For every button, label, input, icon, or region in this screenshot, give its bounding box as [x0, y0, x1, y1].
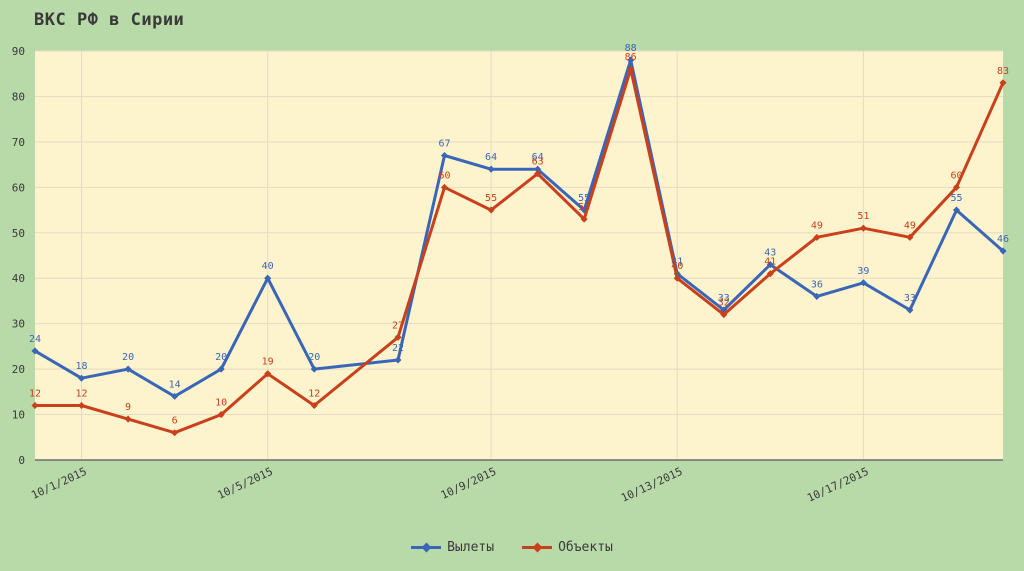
- x-tick-label: 10/17/2015: [805, 465, 871, 505]
- data-point: [31, 347, 39, 355]
- data-label: 51: [857, 211, 869, 222]
- chart-title: ВКС РФ в Сирии: [34, 10, 185, 30]
- data-label: 49: [811, 220, 823, 231]
- data-point: [217, 411, 225, 419]
- data-label: 33: [718, 293, 730, 304]
- data-label: 41: [764, 257, 776, 268]
- data-label: 55: [485, 193, 497, 204]
- data-label: 41: [671, 257, 683, 268]
- legend-swatch-vylety: [411, 542, 442, 553]
- data-label: 83: [997, 66, 1009, 77]
- data-label: 64: [532, 152, 544, 163]
- data-point: [906, 306, 914, 314]
- data-label: 6: [172, 416, 178, 427]
- data-label: 40: [262, 261, 274, 272]
- data-point: [394, 356, 402, 364]
- data-point: [813, 233, 821, 241]
- data-point: [440, 183, 449, 191]
- data-label: 60: [439, 170, 451, 181]
- y-tick-label: 70: [12, 136, 25, 149]
- data-point: [440, 152, 449, 160]
- y-tick-label: 90: [12, 45, 25, 58]
- data-label: 67: [439, 139, 451, 150]
- data-point: [766, 261, 774, 269]
- y-tick-label: 10: [12, 409, 25, 422]
- data-point: [31, 401, 39, 410]
- data-point: [487, 165, 495, 173]
- data-label: 36: [811, 279, 823, 290]
- y-tick-label: 50: [12, 227, 25, 240]
- data-label: 24: [29, 334, 41, 345]
- data-label: 86: [625, 52, 637, 63]
- data-label: 63: [532, 157, 544, 168]
- data-label: 55: [950, 193, 962, 204]
- data-point: [310, 401, 318, 410]
- data-label: 12: [76, 388, 88, 399]
- y-tick-label: 0: [18, 454, 25, 467]
- data-point: [264, 274, 272, 282]
- data-label: 20: [308, 352, 320, 363]
- data-point: [673, 274, 681, 282]
- data-point: [264, 370, 272, 378]
- data-label: 49: [904, 220, 916, 231]
- plot-area: [35, 51, 1003, 460]
- data-label: 60: [950, 170, 962, 181]
- data-label: 19: [262, 357, 274, 368]
- y-tick-label: 20: [12, 363, 25, 376]
- legend-label-vylety: Вылеты: [447, 540, 495, 555]
- data-point: [766, 270, 774, 278]
- legend-item-obekty[interactable]: Объекты: [522, 540, 613, 555]
- data-label: 18: [76, 361, 88, 372]
- data-label: 33: [904, 293, 916, 304]
- data-point: [78, 401, 86, 410]
- data-label: 64: [485, 152, 497, 163]
- data-point: [124, 415, 132, 423]
- y-tick-label: 40: [12, 272, 25, 285]
- data-point: [394, 333, 402, 341]
- legend-item-vylety[interactable]: Вылеты: [411, 540, 494, 555]
- y-tick-label: 30: [12, 318, 25, 331]
- y-tick-label: 60: [12, 181, 25, 194]
- x-tick-label: 10/9/2015: [439, 465, 499, 502]
- data-point: [720, 311, 728, 319]
- legend-swatch-obekty: [522, 542, 553, 553]
- x-tick-label: 10/13/2015: [619, 465, 685, 505]
- data-point: [534, 170, 542, 178]
- data-point: [999, 247, 1007, 255]
- data-label: 10: [215, 398, 227, 409]
- data-label: 40: [671, 261, 683, 272]
- data-point: [813, 292, 821, 300]
- data-label: 88: [625, 43, 637, 54]
- data-label: 27: [392, 320, 404, 331]
- data-point: [310, 365, 318, 373]
- data-point: [534, 165, 542, 173]
- series: [31, 56, 1007, 437]
- x-tick-label: 10/1/2015: [29, 465, 89, 502]
- data-label: 55: [578, 193, 590, 204]
- data-point: [217, 365, 225, 373]
- legend: Вылеты Объекты: [0, 540, 1024, 555]
- y-tick-label: 80: [12, 90, 25, 103]
- legend-label-obekty: Объекты: [558, 540, 613, 555]
- data-label: 12: [29, 388, 41, 399]
- data-point: [859, 279, 867, 287]
- data-label: 46: [997, 234, 1009, 245]
- data-label: 9: [125, 402, 131, 413]
- data-label: 53: [578, 202, 590, 213]
- data-label: 32: [718, 298, 730, 309]
- data-point: [906, 233, 914, 241]
- data-label: 12: [308, 388, 320, 399]
- data-label: 22: [392, 343, 404, 354]
- data-label: 20: [215, 352, 227, 363]
- data-point: [77, 374, 86, 382]
- data-label: 20: [122, 352, 134, 363]
- data-label: 14: [169, 379, 181, 390]
- data-labels: 24 18 20 14 20 40 20 22 67 64 64 55 88 41 33 43 36 39 33 55…: [29, 43, 1009, 427]
- data-label: 43: [764, 248, 776, 259]
- data-point: [487, 206, 495, 214]
- x-tick-label: 10/5/2015: [215, 465, 275, 502]
- data-label: 39: [857, 266, 869, 277]
